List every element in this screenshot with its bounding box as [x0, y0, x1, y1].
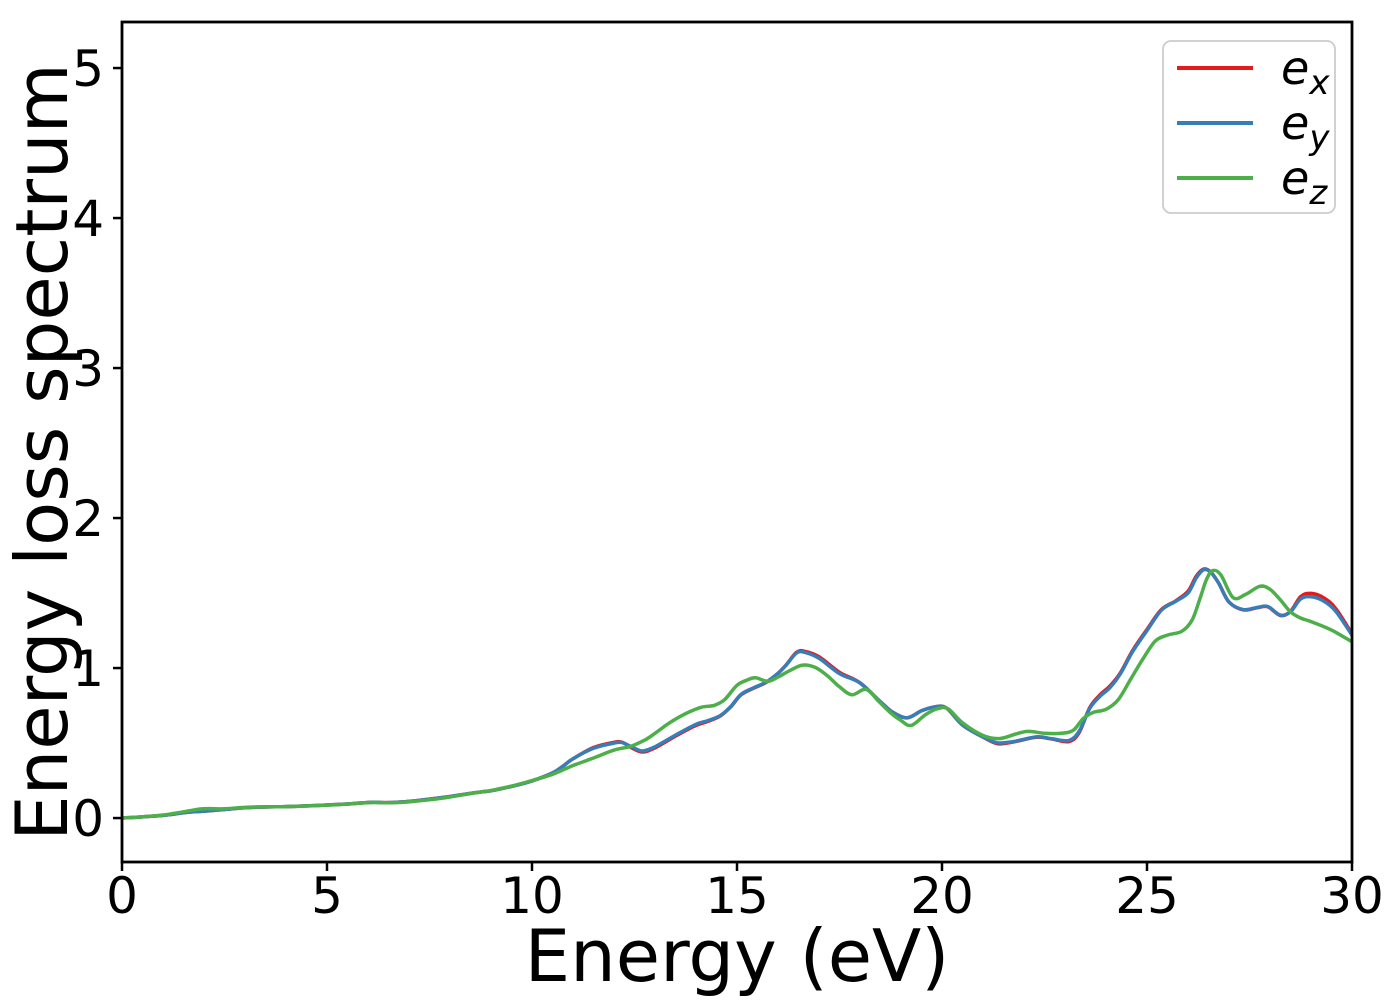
- x-tick-label-5: 5: [311, 867, 343, 925]
- y-axis-label: Energy loss spectrum: [0, 63, 84, 841]
- series-lines: [122, 567, 1352, 820]
- legend-label-ey: ey: [1281, 96, 1330, 158]
- y-tick-label-1: 1: [72, 640, 104, 698]
- y-tick-label-5: 5: [72, 40, 104, 98]
- legend-item-ez: ez: [1177, 151, 1328, 213]
- legend-label-ez: ez: [1281, 151, 1328, 213]
- x-tick-label-25: 25: [1115, 867, 1179, 925]
- series-line-ey: [122, 567, 1352, 820]
- x-tick-label-0: 0: [106, 867, 138, 925]
- x-tick-label-20: 20: [910, 867, 974, 925]
- series-line-ez: [122, 568, 1352, 820]
- y-tick-label-4: 4: [72, 190, 104, 248]
- x-tick-label-10: 10: [500, 867, 564, 925]
- y-tick-label-0: 0: [72, 790, 104, 848]
- x-tick-label-30: 30: [1320, 867, 1384, 925]
- x-axis-label: Energy (eV): [524, 914, 950, 998]
- legend-box: [1162, 40, 1336, 214]
- y-tick-label-3: 3: [72, 340, 104, 398]
- y-tick-label-2: 2: [72, 490, 104, 548]
- x-tick-label-15: 15: [705, 867, 769, 925]
- legend-item-ey: ey: [1177, 96, 1330, 158]
